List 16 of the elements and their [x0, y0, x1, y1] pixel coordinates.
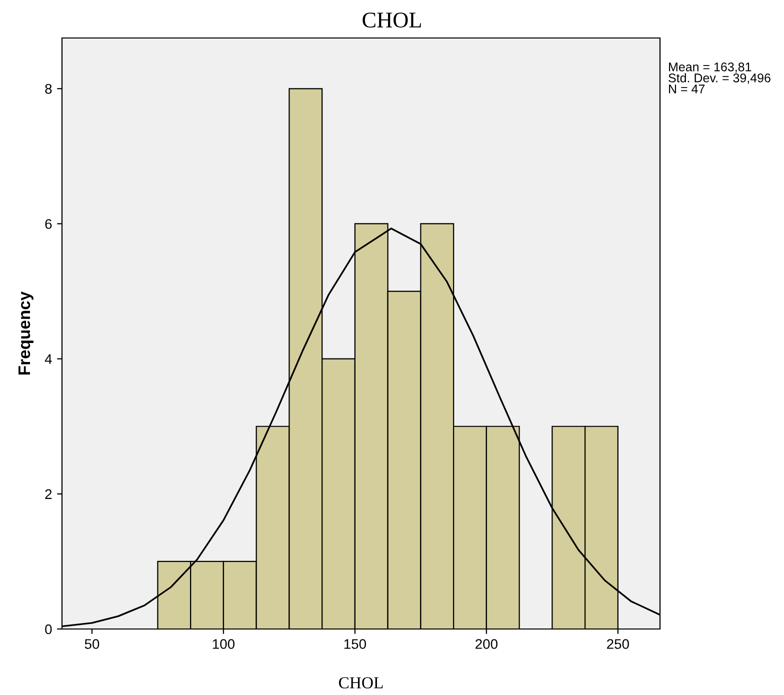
y-tick-label: 6	[45, 219, 52, 229]
x-axis-title: CHOL	[339, 677, 383, 688]
x-tick-label: 150	[344, 639, 366, 649]
text: Std. Dev. = 39,496	[668, 73, 770, 84]
text: N = 47	[669, 84, 705, 94]
y-axis-title: Frequency	[18, 291, 34, 375]
text: Mean = 163,81	[669, 62, 752, 73]
x-tick-label: 50	[84, 639, 100, 649]
y-tick-label: 4	[44, 354, 52, 364]
y-tick-label: 0	[45, 624, 52, 634]
x-tick-label: 100	[212, 639, 235, 649]
y-tick-label: 8	[45, 84, 52, 94]
x-tick-label: 250	[607, 639, 629, 649]
y-tick-label: 2	[45, 489, 52, 499]
x-tick-label: 200	[476, 639, 498, 649]
chart-title: CHOL	[362, 12, 421, 28]
